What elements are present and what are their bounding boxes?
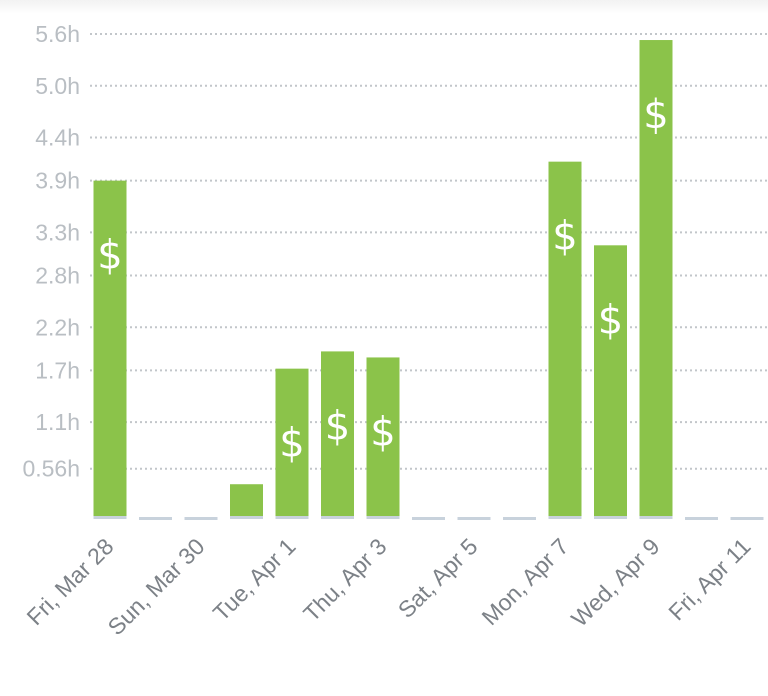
x-tick-label: Mon, Apr 7 xyxy=(476,533,573,630)
empty-bar xyxy=(412,517,445,520)
bar-baseline xyxy=(230,516,263,519)
y-tick-label: 2.2h xyxy=(35,314,80,340)
x-tick-label: Tue, Apr 1 xyxy=(208,533,301,626)
y-tick-label: 3.3h xyxy=(35,219,80,245)
empty-bar xyxy=(184,517,218,520)
y-tick-label: 1.1h xyxy=(35,409,80,435)
bar[interactable] xyxy=(594,245,627,517)
billable-dollar-icon: $ xyxy=(325,403,350,449)
x-tick-label: Sun, Mar 30 xyxy=(103,533,210,640)
billable-dollar-icon: $ xyxy=(598,297,623,343)
x-tick-label: Fri, Apr 11 xyxy=(663,533,755,625)
billable-dollar-icon: $ xyxy=(97,233,122,279)
x-tick-label: Wed, Apr 9 xyxy=(566,533,665,632)
bar[interactable] xyxy=(230,484,263,517)
billable-dollar-icon: $ xyxy=(643,92,668,138)
bar[interactable] xyxy=(93,180,127,517)
y-tick-label: 4.4h xyxy=(35,125,80,151)
y-tick-label: 5.6h xyxy=(35,21,80,47)
bar-baseline xyxy=(321,516,354,519)
bar-baseline xyxy=(275,516,309,519)
bar-baseline xyxy=(93,516,127,519)
y-tick-label: 3.9h xyxy=(35,168,80,194)
empty-bar xyxy=(139,517,172,520)
y-tick-label: 5.0h xyxy=(35,73,80,99)
bar[interactable] xyxy=(321,351,354,517)
bars: $ $ $ $ $ $ $ xyxy=(93,40,764,520)
bar-baseline xyxy=(594,516,627,519)
billable-dollar-icon: $ xyxy=(279,421,304,467)
x-tick-label: Sat, Apr 5 xyxy=(393,533,483,623)
bar[interactable] xyxy=(366,357,400,517)
empty-bar xyxy=(457,517,491,520)
empty-bar xyxy=(685,517,718,520)
y-tick-label: 0.56h xyxy=(22,456,80,482)
y-tick-label: 2.8h xyxy=(35,263,80,289)
billable-dollar-icon: $ xyxy=(552,214,577,260)
top-edge-shade xyxy=(0,0,768,14)
billable-dollar-icon: $ xyxy=(370,409,395,455)
bar-baseline xyxy=(548,516,582,519)
x-tick-label: Thu, Apr 3 xyxy=(298,533,391,626)
y-tick-label: 1.7h xyxy=(35,357,80,383)
x-tick-label: Fri, Mar 28 xyxy=(22,533,119,630)
empty-bar xyxy=(730,517,764,520)
bar[interactable] xyxy=(275,368,309,517)
bar[interactable] xyxy=(639,40,673,517)
bar-baseline xyxy=(366,516,400,519)
empty-bar xyxy=(503,517,536,520)
bar-baseline xyxy=(639,516,673,519)
y-axis-ticks: 0.56h 1.1h 1.7h 2.2h 2.8h 3.3h 3.9h 4.4h 5.0h 5.6… xyxy=(22,21,80,482)
bar[interactable] xyxy=(548,161,582,517)
